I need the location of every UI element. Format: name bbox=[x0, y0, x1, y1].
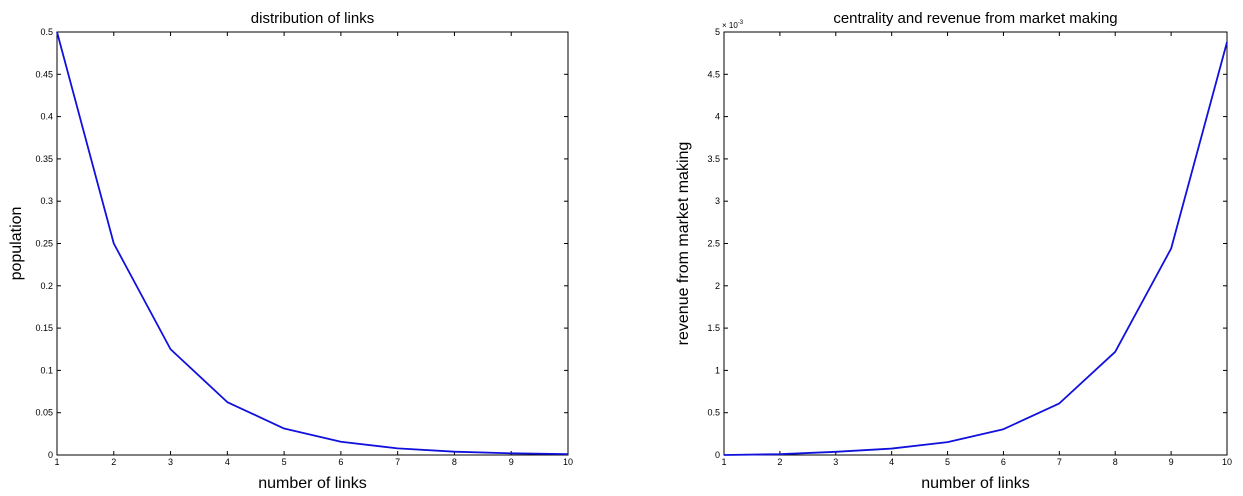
chart-title: centrality and revenue from market makin… bbox=[833, 10, 1117, 27]
chart-title: distribution of links bbox=[251, 10, 374, 27]
y-tick-label: 0.5 bbox=[707, 408, 720, 418]
x-tick-label: 4 bbox=[889, 457, 894, 467]
y-tick-label: 0.4 bbox=[40, 112, 53, 122]
y-tick-label: 0.5 bbox=[40, 27, 53, 37]
y-tick-label: 4 bbox=[715, 112, 720, 122]
x-tick-label: 2 bbox=[111, 457, 116, 467]
y-tick-label: 0.05 bbox=[35, 408, 53, 418]
y-tick-label: 0 bbox=[715, 450, 720, 460]
x-tick-label: 7 bbox=[1057, 457, 1062, 467]
x-tick-label: 10 bbox=[563, 457, 573, 467]
x-axis-label: number of links bbox=[258, 475, 367, 492]
x-tick-label: 5 bbox=[945, 457, 950, 467]
x-tick-label: 6 bbox=[338, 457, 343, 467]
y-tick-label: 1.5 bbox=[707, 323, 720, 333]
x-axis-label: number of links bbox=[921, 475, 1030, 492]
y-tick-label: 0.3 bbox=[40, 196, 53, 206]
y-axis-label: population bbox=[8, 207, 25, 281]
y-tick-label: 5 bbox=[715, 27, 720, 37]
y-tick-label: 3.5 bbox=[707, 154, 720, 164]
x-tick-label: 9 bbox=[1169, 457, 1174, 467]
y-tick-label: 0.35 bbox=[35, 154, 53, 164]
y-exponent-label: × 10-3 bbox=[722, 20, 744, 30]
axes-frame bbox=[723, 31, 1228, 456]
y-tick-label: 1 bbox=[715, 365, 720, 375]
series-line bbox=[723, 41, 1228, 456]
x-tick-label: 4 bbox=[225, 457, 230, 467]
x-tick-label: 7 bbox=[395, 457, 400, 467]
x-tick-label: 3 bbox=[833, 457, 838, 467]
x-tick-label: 1 bbox=[721, 457, 726, 467]
axes-frame bbox=[56, 31, 569, 456]
y-tick-label: 0 bbox=[48, 450, 53, 460]
y-exponent-base: × 10 bbox=[722, 21, 738, 30]
x-tick-label: 8 bbox=[1113, 457, 1118, 467]
y-tick-label: 2.5 bbox=[707, 239, 720, 249]
x-tick-label: 9 bbox=[509, 457, 514, 467]
series-line bbox=[56, 31, 569, 456]
y-tick-label: 2 bbox=[715, 281, 720, 291]
y-tick-label: 4.5 bbox=[707, 69, 720, 79]
x-tick-label: 10 bbox=[1222, 457, 1232, 467]
y-tick-label: 0.2 bbox=[40, 281, 53, 291]
x-tick-label: 2 bbox=[777, 457, 782, 467]
x-tick-label: 1 bbox=[54, 457, 59, 467]
y-tick-label: 0.25 bbox=[35, 239, 53, 249]
x-tick-label: 8 bbox=[452, 457, 457, 467]
y-tick-label: 0.1 bbox=[40, 365, 53, 375]
y-tick-label: 0.45 bbox=[35, 69, 53, 79]
y-axis-label: revenue from market making bbox=[675, 142, 692, 346]
y-tick-label: 3 bbox=[715, 196, 720, 206]
chart-distribution-of-links: 1 2 3 4 5 6 7 8 9 10 0 0.05 0.1 0.15 0.2 0.25 0.3 0.35 0.4… bbox=[8, 10, 573, 492]
x-tick-label: 5 bbox=[282, 457, 287, 467]
y-tick-label: 0.15 bbox=[35, 323, 53, 333]
y-exponent-power: -3 bbox=[738, 20, 744, 26]
x-tick-label: 6 bbox=[1001, 457, 1006, 467]
x-tick-label: 3 bbox=[168, 457, 173, 467]
